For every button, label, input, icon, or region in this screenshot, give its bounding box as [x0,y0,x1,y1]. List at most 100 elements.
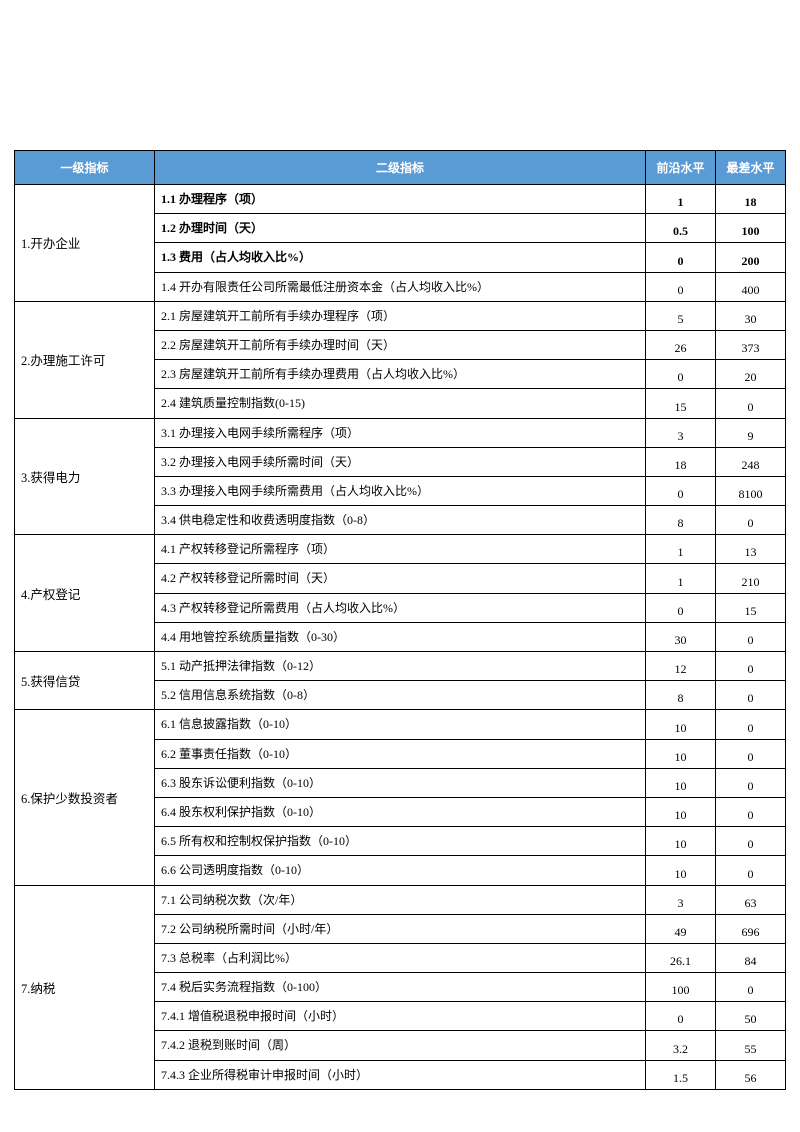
header-level2: 二级指标 [155,151,646,185]
metric-cell: 3.3 办理接入电网手续所需费用（占人均收入比%） [155,476,646,505]
metric-cell: 7.4.2 退税到账时间（周） [155,1031,646,1060]
metric-cell: 6.1 信息披露指数（0-10） [155,710,646,739]
frontier-value: 49 [646,914,716,943]
worst-value: 210 [716,564,786,593]
frontier-value: 0 [646,272,716,301]
metric-cell: 1.4 开办有限责任公司所需最低注册资本金（占人均收入比%） [155,272,646,301]
metric-cell: 7.4 税后实务流程指数（0-100） [155,973,646,1002]
frontier-value: 1 [646,185,716,214]
frontier-value: 1.5 [646,1060,716,1089]
metric-cell: 1.2 办理时间（天） [155,214,646,243]
frontier-value: 3 [646,885,716,914]
table-row: 6.保护少数投资者6.1 信息披露指数（0-10）100 [15,710,786,739]
metric-cell: 1.1 办理程序（项） [155,185,646,214]
metric-cell: 5.2 信用信息系统指数（0-8） [155,681,646,710]
worst-value: 0 [716,389,786,418]
header-worst: 最差水平 [716,151,786,185]
indicators-table: 一级指标 二级指标 前沿水平 最差水平 1.开办企业1.1 办理程序（项）118… [14,150,786,1090]
metric-cell: 3.1 办理接入电网手续所需程序（项） [155,418,646,447]
metric-cell: 7.4.1 增值税退税申报时间（小时） [155,1002,646,1031]
metric-cell: 3.2 办理接入电网手续所需时间（天） [155,447,646,476]
worst-value: 20 [716,360,786,389]
worst-value: 30 [716,301,786,330]
metric-cell: 2.1 房屋建筑开工前所有手续办理程序（项） [155,301,646,330]
category-cell: 2.办理施工许可 [15,301,155,418]
worst-value: 400 [716,272,786,301]
worst-value: 56 [716,1060,786,1089]
category-cell: 1.开办企业 [15,185,155,302]
table-row: 4.产权登记4.1 产权转移登记所需程序（项）113 [15,535,786,564]
frontier-value: 0 [646,1002,716,1031]
metric-cell: 2.2 房屋建筑开工前所有手续办理时间（天） [155,330,646,359]
frontier-value: 3 [646,418,716,447]
metric-cell: 3.4 供电稳定性和收费透明度指数（0-8） [155,506,646,535]
frontier-value: 10 [646,710,716,739]
table-row: 5.获得信贷5.1 动产抵押法律指数（0-12）120 [15,652,786,681]
worst-value: 55 [716,1031,786,1060]
frontier-value: 26 [646,330,716,359]
frontier-value: 0.5 [646,214,716,243]
table-header-row: 一级指标 二级指标 前沿水平 最差水平 [15,151,786,185]
frontier-value: 10 [646,827,716,856]
frontier-value: 10 [646,739,716,768]
frontier-value: 0 [646,243,716,272]
worst-value: 0 [716,768,786,797]
frontier-value: 26.1 [646,943,716,972]
frontier-value: 30 [646,622,716,651]
worst-value: 0 [716,739,786,768]
frontier-value: 0 [646,476,716,505]
metric-cell: 7.1 公司纳税次数（次/年） [155,885,646,914]
metric-cell: 4.3 产权转移登记所需费用（占人均收入比%） [155,593,646,622]
category-cell: 7.纳税 [15,885,155,1089]
worst-value: 373 [716,330,786,359]
frontier-value: 15 [646,389,716,418]
header-level1: 一级指标 [15,151,155,185]
frontier-value: 100 [646,973,716,1002]
frontier-value: 3.2 [646,1031,716,1060]
frontier-value: 1 [646,535,716,564]
frontier-value: 12 [646,652,716,681]
frontier-value: 10 [646,768,716,797]
worst-value: 100 [716,214,786,243]
worst-value: 248 [716,447,786,476]
worst-value: 0 [716,827,786,856]
metric-cell: 4.1 产权转移登记所需程序（项） [155,535,646,564]
metric-cell: 6.2 董事责任指数（0-10） [155,739,646,768]
metric-cell: 1.3 费用（占人均收入比%） [155,243,646,272]
frontier-value: 1 [646,564,716,593]
category-cell: 3.获得电力 [15,418,155,535]
worst-value: 63 [716,885,786,914]
worst-value: 9 [716,418,786,447]
frontier-value: 18 [646,447,716,476]
metric-cell: 2.4 建筑质量控制指数(0-15) [155,389,646,418]
table-row: 1.开办企业1.1 办理程序（项）118 [15,185,786,214]
frontier-value: 8 [646,506,716,535]
worst-value: 0 [716,681,786,710]
frontier-value: 10 [646,797,716,826]
metric-cell: 7.4.3 企业所得税审计申报时间（小时） [155,1060,646,1089]
category-cell: 6.保护少数投资者 [15,710,155,885]
frontier-value: 5 [646,301,716,330]
metric-cell: 5.1 动产抵押法律指数（0-12） [155,652,646,681]
metric-cell: 4.2 产权转移登记所需时间（天） [155,564,646,593]
metric-cell: 6.4 股东权利保护指数（0-10） [155,797,646,826]
metric-cell: 6.3 股东诉讼便利指数（0-10） [155,768,646,797]
metric-cell: 7.3 总税率（占利润比%） [155,943,646,972]
table-row: 2.办理施工许可2.1 房屋建筑开工前所有手续办理程序（项）530 [15,301,786,330]
metric-cell: 6.5 所有权和控制权保护指数（0-10） [155,827,646,856]
worst-value: 0 [716,710,786,739]
worst-value: 0 [716,797,786,826]
category-cell: 5.获得信贷 [15,652,155,710]
frontier-value: 10 [646,856,716,885]
worst-value: 13 [716,535,786,564]
worst-value: 0 [716,973,786,1002]
table-row: 3.获得电力3.1 办理接入电网手续所需程序（项）39 [15,418,786,447]
frontier-value: 0 [646,593,716,622]
worst-value: 0 [716,622,786,651]
metric-cell: 6.6 公司透明度指数（0-10） [155,856,646,885]
worst-value: 0 [716,506,786,535]
frontier-value: 0 [646,360,716,389]
worst-value: 50 [716,1002,786,1031]
table-body: 1.开办企业1.1 办理程序（项）1181.2 办理时间（天）0.51001.3… [15,185,786,1090]
table-row: 7.纳税7.1 公司纳税次数（次/年）363 [15,885,786,914]
